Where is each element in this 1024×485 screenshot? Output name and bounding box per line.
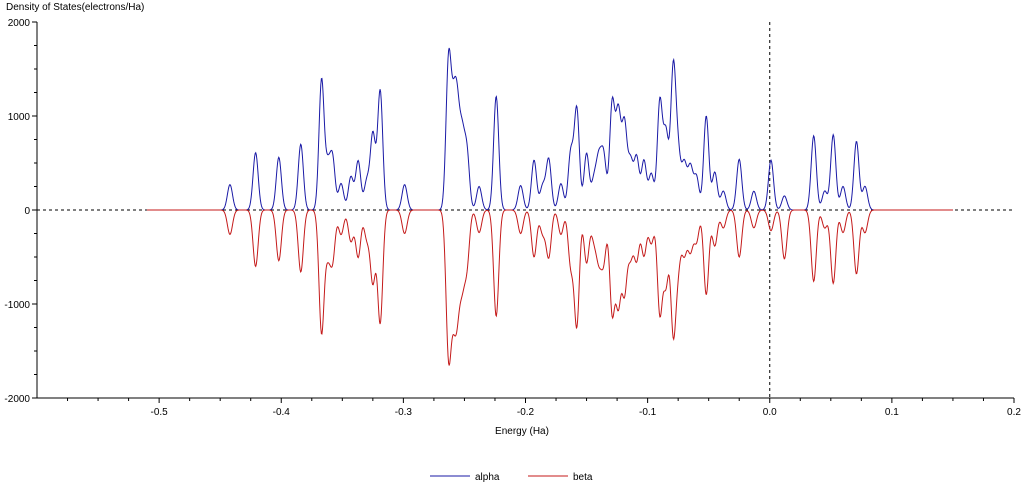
series-beta-line [146, 209, 953, 366]
x-tick-label: -0.1 [639, 407, 657, 418]
legend-alpha-label: alpha [475, 472, 500, 483]
x-axis-title: Energy (Ha) [495, 426, 549, 437]
y-tick-label: -1000 [4, 300, 30, 311]
y-tick-label: -2000 [4, 394, 30, 405]
x-tick-label: -0.3 [395, 407, 413, 418]
x-tick-label: 0.1 [885, 407, 899, 418]
x-axis: -0.5 -0.4 -0.3 -0.2 -0.1 0.0 0.1 0.2 [37, 397, 1021, 418]
x-tick-label: -0.5 [151, 407, 169, 418]
x-tick-label: -0.2 [517, 407, 535, 418]
x-tick-label: 0.0 [763, 407, 777, 418]
series-layer [146, 47, 953, 366]
legend-beta-label: beta [573, 472, 593, 483]
series-alpha-line [146, 47, 953, 211]
legend: alpha beta [430, 472, 593, 483]
y-tick-label: 0 [24, 206, 30, 217]
y-axis: 2000 1000 0 -1000 -2000 [4, 18, 38, 405]
y-tick-label: 2000 [8, 18, 31, 29]
x-tick-label: -0.4 [273, 407, 291, 418]
x-tick-label: 0.2 [1007, 407, 1021, 418]
y-tick-label: 1000 [8, 112, 31, 123]
y-axis-title: Density of States(electrons/Ha) [6, 2, 144, 13]
